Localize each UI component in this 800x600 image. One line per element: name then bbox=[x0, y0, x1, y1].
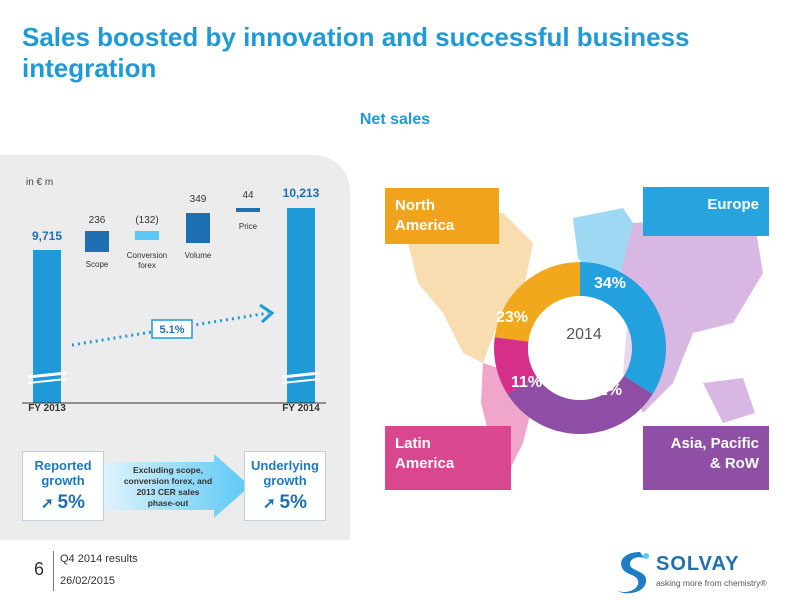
region-latam-line1: Latin bbox=[395, 435, 431, 452]
bar-fy2014 bbox=[287, 208, 315, 403]
logo-tagline: asking more from chemistry® bbox=[656, 578, 767, 588]
unit-label: in € m bbox=[26, 177, 53, 188]
bar-scope bbox=[85, 231, 109, 252]
bar-forex bbox=[135, 231, 159, 240]
underlying-growth-value-wrap: ➚ 5% bbox=[245, 492, 325, 514]
label-forex-value: (132) bbox=[135, 215, 158, 226]
explain-line-1: Excluding scope, bbox=[133, 465, 203, 475]
explain-line-4: phase-out bbox=[147, 498, 189, 508]
axis-label-fy2013: FY 2013 bbox=[28, 403, 66, 414]
label-price-value: 44 bbox=[242, 190, 254, 201]
trend-up-icon: ➚ bbox=[262, 495, 276, 512]
underlying-growth-label-1: Underlying bbox=[251, 458, 319, 473]
donut-inner-ring bbox=[528, 296, 632, 400]
cagr-badge bbox=[151, 319, 193, 339]
label-forex-1: Conversion bbox=[127, 251, 167, 260]
page-number: 6 bbox=[34, 559, 45, 579]
label-scope: Scope bbox=[86, 260, 109, 269]
footer-event: Q4 2014 results bbox=[60, 553, 138, 565]
axis-break-fy2014 bbox=[281, 371, 321, 379]
donut-hole bbox=[538, 306, 622, 390]
region-latin-america: Latin America bbox=[385, 426, 511, 490]
waterfall-chart: in € m 9,715 236 Scope (132) Conversion … bbox=[22, 177, 326, 414]
cagr-label: 5.1% bbox=[159, 324, 184, 336]
region-latam-line2: America bbox=[395, 455, 455, 472]
axis-break-fy2013 bbox=[27, 371, 67, 379]
label-fy2013-value: 9,715 bbox=[32, 229, 62, 243]
label-volume-value: 349 bbox=[190, 194, 207, 205]
label-scope-value: 236 bbox=[89, 215, 106, 226]
map-north-america bbox=[403, 213, 533, 363]
donut-slice-north-america bbox=[494, 262, 580, 342]
underlying-growth-box: Underlying growth ➚ 5% bbox=[244, 451, 326, 521]
pct-latam: 11% bbox=[511, 374, 543, 391]
reported-growth-value-wrap: ➚ 5% bbox=[23, 492, 103, 514]
axis-break-fy2014-b bbox=[281, 378, 321, 384]
region-na-line2: America bbox=[395, 217, 455, 234]
explain-text: Excluding scope, conversion forex, and 2… bbox=[112, 465, 224, 509]
solvay-logo-icon bbox=[616, 552, 649, 594]
region-na-line1: North bbox=[395, 197, 435, 214]
footer-date: 26/02/2015 bbox=[60, 575, 116, 587]
bar-price bbox=[236, 208, 260, 212]
explain-arrow-shape bbox=[104, 454, 250, 518]
bar-volume bbox=[186, 213, 210, 243]
region-north-america: North America bbox=[385, 188, 499, 244]
chart-subtitle: Net sales bbox=[359, 111, 431, 128]
region-asia: Asia, Pacific & RoW bbox=[643, 426, 769, 490]
donut-slice-asia-pacific-row bbox=[507, 375, 653, 434]
label-forex-2: forex bbox=[138, 261, 156, 270]
underlying-growth-value: 5% bbox=[279, 492, 308, 513]
reported-growth-label-2: growth bbox=[41, 473, 85, 488]
explain-line-3: 2013 CER sales bbox=[136, 487, 200, 497]
pct-europe: 34% bbox=[594, 275, 627, 292]
region-asia-line2: & RoW bbox=[709, 455, 759, 472]
label-volume: Volume bbox=[185, 251, 212, 260]
underlying-growth-label-2: growth bbox=[263, 473, 307, 488]
region-europe-label: Europe bbox=[707, 196, 759, 213]
footer-divider bbox=[53, 551, 54, 591]
bar-fy2013 bbox=[33, 250, 61, 403]
trend-up-icon: ➚ bbox=[40, 495, 54, 512]
donut-center-label: 2014 bbox=[566, 326, 602, 343]
axis-break-fy2013-b bbox=[27, 378, 67, 384]
donut-slice-europe bbox=[580, 262, 666, 395]
map-oceania bbox=[703, 378, 755, 423]
donut-slice-latin-america bbox=[494, 337, 537, 395]
axis-label-fy2014: FY 2014 bbox=[282, 403, 320, 414]
reported-growth-box: Reported growth ➚ 5% bbox=[22, 451, 104, 521]
logo-name: SOLVAY bbox=[656, 553, 740, 575]
explain-line-2: conversion forex, and bbox=[123, 476, 213, 486]
reported-growth-value: 5% bbox=[57, 492, 86, 513]
label-fy2014-value: 10,213 bbox=[283, 186, 320, 200]
sales-donut bbox=[494, 262, 666, 434]
page-title: Sales boosted by innovation and successf… bbox=[22, 22, 690, 83]
label-price: Price bbox=[239, 222, 258, 231]
reported-growth-label-1: Reported bbox=[34, 458, 92, 473]
pct-asia: 32% bbox=[590, 382, 623, 399]
cagr-trend-arrowhead bbox=[259, 303, 275, 324]
pct-north-america: 23% bbox=[496, 309, 529, 326]
region-asia-line1: Asia, Pacific bbox=[670, 435, 759, 452]
region-europe: Europe bbox=[643, 187, 769, 236]
footer-bar bbox=[0, 540, 800, 600]
